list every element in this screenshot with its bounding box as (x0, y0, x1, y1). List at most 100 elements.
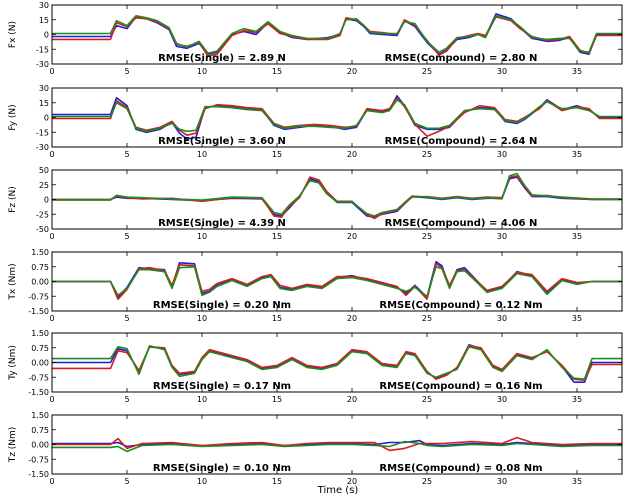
x-tick-label: 5 (124, 314, 129, 323)
rmse-single-annotation: RMSE(Single) = 4.39 N (158, 218, 286, 229)
x-tick-label: 0 (49, 477, 54, 486)
x-tick-label: 35 (572, 477, 582, 486)
x-tick-label: 0 (49, 314, 54, 323)
y-tick-label: 50 (39, 166, 49, 175)
y-tick-label: -15 (36, 45, 49, 54)
x-tick-label: 20 (347, 477, 357, 486)
series-line-2 (52, 175, 622, 220)
rmse-compound-annotation: RMSE(Compound) = 2.64 N (385, 136, 538, 147)
y-tick-label: 30 (39, 84, 49, 93)
series-line-3 (52, 440, 622, 453)
x-tick-label: 15 (272, 314, 282, 323)
y-tick-label: 30 (39, 1, 49, 10)
x-tick-label: 25 (422, 232, 432, 241)
x-tick-label: 25 (422, 314, 432, 323)
series-line-3 (52, 99, 622, 133)
x-tick-label: 15 (272, 395, 282, 404)
y-tick-label: 25 (39, 181, 49, 190)
x-tick-label: 25 (422, 395, 432, 404)
x-tick-label: 15 (272, 477, 282, 486)
rmse-compound-annotation: RMSE(Compound) = 2.80 N (385, 53, 538, 64)
x-tick-label: 10 (197, 395, 207, 404)
subplot-3: 0 5 10 15 20 25 30 35 -50 -25 0 25 50 Fz (N) RMSE(Sing… (8, 166, 623, 241)
y-axis-label: Fz (N) (8, 186, 18, 213)
y-tick-label: -50 (36, 225, 49, 234)
x-tick-label: 30 (497, 67, 507, 76)
x-tick-label: 15 (272, 232, 282, 241)
subplot-2: 0 5 10 15 20 25 30 35 -30 -15 0 15 30 Fy (N) RMSE(Sing… (8, 84, 623, 159)
x-tick-label: 35 (572, 395, 582, 404)
y-tick-label: -1.50 (28, 470, 49, 479)
x-tick-label: 30 (497, 150, 507, 159)
series-line-2 (52, 15, 622, 57)
y-tick-label: 0.75 (31, 426, 49, 435)
y-tick-label: 0 (44, 196, 49, 205)
x-tick-label: 0 (49, 150, 54, 159)
rmse-compound-annotation: RMSE(Compound) = 0.16 Nm (379, 381, 542, 392)
x-tick-label: 30 (497, 232, 507, 241)
y-tick-label: -30 (36, 143, 49, 152)
series-line-3 (52, 172, 622, 217)
y-tick-label: 0.75 (31, 263, 49, 272)
y-axis-label: Tx (Nm) (8, 263, 18, 300)
rmse-single-annotation: RMSE(Single) = 0.10 Nm (153, 463, 291, 474)
x-tick-label: 35 (572, 314, 582, 323)
x-tick-label: 20 (347, 67, 357, 76)
x-tick-label: 0 (49, 395, 54, 404)
y-tick-label: -15 (36, 128, 49, 137)
x-tick-label: 10 (197, 67, 207, 76)
subplot-4: 0 5 10 15 20 25 30 35 -1.50 -0.75 0.00 0.75 1.50 Tx (… (8, 248, 623, 323)
y-tick-label: 15 (39, 16, 49, 25)
series-line-2 (52, 262, 622, 301)
y-tick-label: 0 (44, 114, 49, 123)
x-tick-label: 5 (124, 232, 129, 241)
y-axis-label: Ty (Nm) (8, 345, 18, 381)
x-tick-label: 25 (422, 477, 432, 486)
series-line-1 (52, 439, 622, 448)
x-tick-label: 15 (272, 150, 282, 159)
subplot-5: 0 5 10 15 20 25 30 35 -1.50 -0.75 0.00 0.75 1.50 Ty (… (8, 329, 623, 404)
y-tick-label: 1.50 (31, 329, 49, 338)
y-tick-label: 0.00 (31, 441, 49, 450)
y-tick-label: 15 (39, 99, 49, 108)
x-tick-label: 35 (572, 67, 582, 76)
subplot-6: 0 5 10 15 20 25 30 35 -1.50 -0.75 0.00 0.75 1.50 Tz (… (8, 411, 623, 486)
x-tick-label: 20 (347, 314, 357, 323)
rmse-compound-annotation: RMSE(Compound) = 0.12 Nm (379, 300, 542, 311)
x-tick-label: 5 (124, 395, 129, 404)
y-tick-label: -1.50 (28, 307, 49, 316)
x-tick-label: 35 (572, 232, 582, 241)
x-tick-label: 20 (347, 232, 357, 241)
subplot-1: 0 5 10 15 20 25 30 35 -30 -15 0 15 30 Fx (N) RMSE(Sing… (8, 1, 623, 76)
x-tick-label: 15 (272, 67, 282, 76)
x-tick-label: 10 (197, 150, 207, 159)
y-axis-label: Tz (Nm) (8, 427, 18, 464)
x-tick-label: 30 (497, 395, 507, 404)
y-tick-label: 0.75 (31, 344, 49, 353)
x-tick-label: 0 (49, 232, 54, 241)
y-tick-label: 0 (44, 31, 49, 40)
y-tick-label: -0.75 (28, 292, 49, 301)
rmse-single-annotation: RMSE(Single) = 0.20 Nm (153, 300, 291, 311)
rmse-single-annotation: RMSE(Single) = 0.17 Nm (153, 381, 291, 392)
y-axis-label: Fx (N) (8, 21, 18, 48)
y-axis-label: Fy (N) (8, 104, 18, 130)
x-tick-label: 10 (197, 314, 207, 323)
rmse-single-annotation: RMSE(Single) = 2.89 N (158, 53, 286, 64)
series-line-2 (52, 344, 622, 382)
series-line-2 (52, 436, 622, 452)
y-tick-label: 1.50 (31, 411, 49, 420)
y-tick-label: -1.50 (28, 388, 49, 397)
y-tick-label: -25 (36, 210, 49, 219)
series-line-1 (52, 95, 622, 140)
series-line-3 (52, 15, 622, 55)
subplot-panels: 0 5 10 15 20 25 30 35 -30 -15 0 15 30 Fx (N) RMSE(Sing… (8, 1, 623, 486)
x-tick-label: 20 (347, 395, 357, 404)
y-tick-label: -0.75 (28, 455, 49, 464)
x-tick-label: 30 (497, 477, 507, 486)
y-tick-label: 1.50 (31, 248, 49, 257)
series-line-3 (52, 344, 622, 381)
x-tick-label: 0 (49, 67, 54, 76)
y-tick-label: -30 (36, 60, 49, 69)
